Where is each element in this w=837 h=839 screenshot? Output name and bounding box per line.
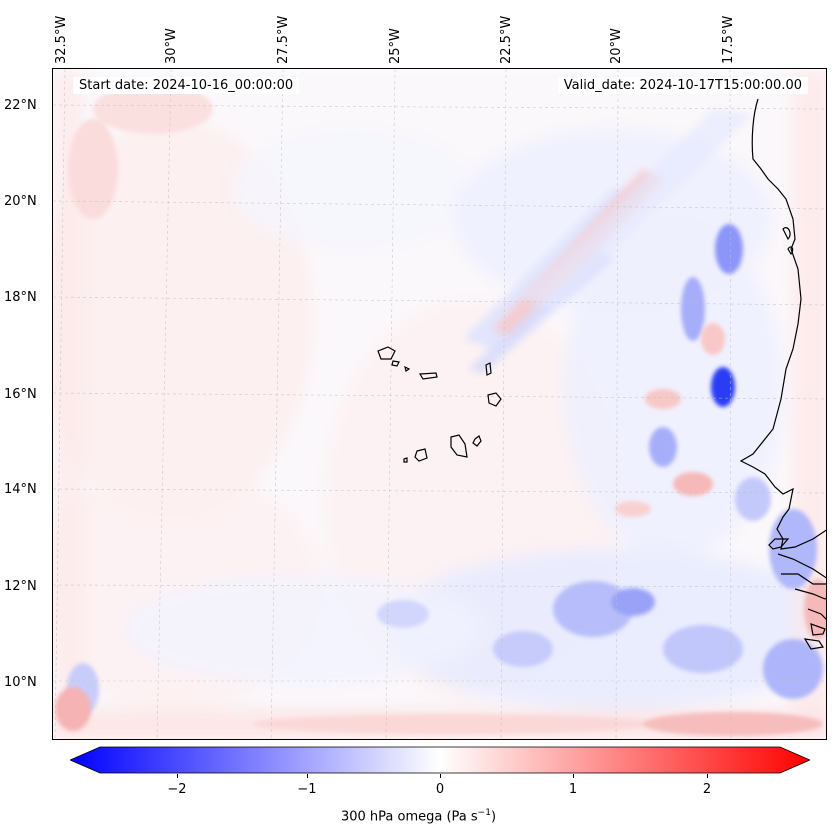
colorbar-bar — [70, 746, 810, 774]
cbar-tickmark-m2 — [177, 774, 178, 778]
colorbar — [70, 746, 810, 774]
omega-field-map — [53, 69, 826, 739]
island-sao-vicente — [391, 360, 400, 367]
lat-label-10n: 10°N — [4, 675, 37, 690]
lon-label-27-5w: 27.5°W — [276, 15, 291, 64]
lat-label-16n: 16°N — [4, 387, 37, 402]
island-santo-antao — [377, 346, 396, 360]
cbar-tickmark-1 — [573, 774, 574, 778]
cbar-tick-0: 0 — [435, 782, 445, 797]
island-santiago — [450, 434, 468, 458]
map-panel: Start date: 2024-10-16_00:00:00 Valid_da… — [52, 68, 827, 740]
diagonal-bands — [463, 109, 753, 374]
island-maio — [472, 435, 482, 447]
island-santa-luzia — [404, 365, 411, 372]
background-field — [53, 69, 826, 739]
lat-label-22n: 22°N — [4, 98, 37, 113]
lat-label-20n: 20°N — [4, 194, 37, 209]
lon-label-17-5w: 17.5°W — [721, 15, 736, 64]
lat-label-12n: 12°N — [4, 579, 37, 594]
lat-label-14n: 14°N — [4, 482, 37, 497]
lon-label-25w: 25°W — [388, 28, 403, 64]
coastline — [739, 98, 826, 650]
valid-date-label: Valid_date: 2024-10-17T15:00:00.00 — [557, 77, 808, 94]
cbar-tick-m1: −1 — [297, 782, 317, 797]
start-date-label: Start date: 2024-10-16_00:00:00 — [73, 77, 300, 94]
lat-label-18n: 18°N — [4, 290, 37, 305]
island-fogo — [414, 448, 428, 462]
island-sao-nicolau — [418, 372, 438, 380]
islands — [377, 346, 502, 463]
cbar-tickmark-m1 — [307, 774, 308, 778]
graticule — [53, 69, 826, 739]
blue-patches — [67, 224, 823, 715]
cbar-tick-1: 1 — [568, 782, 578, 797]
lon-label-32-5w: 32.5°W — [54, 15, 69, 64]
island-sal — [485, 362, 492, 376]
cbar-tick-m2: −2 — [167, 782, 187, 797]
island-brava — [403, 457, 408, 463]
island-boa-vista — [487, 392, 502, 407]
colorbar-label: 300 hPa omega (Pa s−1) — [340, 808, 497, 825]
lon-label-30w: 30°W — [164, 28, 179, 64]
cbar-tick-2: 2 — [702, 782, 712, 797]
cbar-tickmark-2 — [707, 774, 708, 778]
cbar-tickmark-0 — [440, 774, 441, 778]
lon-label-22-5w: 22.5°W — [499, 15, 514, 64]
red-patches — [55, 84, 826, 736]
lon-label-20w: 20°W — [609, 28, 624, 64]
